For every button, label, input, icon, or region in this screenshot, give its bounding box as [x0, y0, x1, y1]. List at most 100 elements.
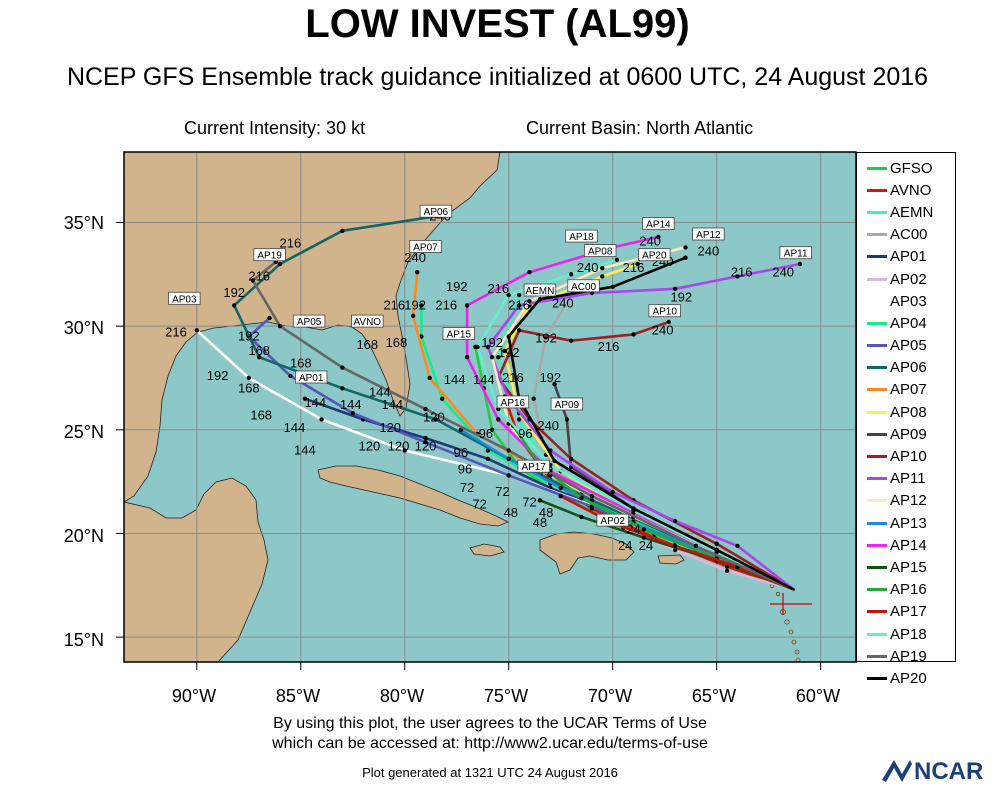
- hour-label: 168: [238, 381, 260, 396]
- lat-label-30: 30°N: [63, 318, 104, 338]
- track-point: [600, 274, 605, 279]
- terms-line-1: By using this plot, the user agrees to t…: [273, 715, 707, 732]
- track-point: [250, 278, 256, 283]
- track-point: [672, 286, 678, 291]
- hour-label: 240: [404, 250, 426, 265]
- track-point: [589, 504, 595, 509]
- track-point: [568, 272, 574, 277]
- member-label-box: [294, 370, 328, 384]
- hour-label: 216: [487, 281, 509, 296]
- track-point: [302, 396, 308, 401]
- member-label-box: [419, 204, 453, 218]
- track-point: [506, 473, 511, 478]
- legend-swatch: [867, 588, 887, 592]
- track-point: [693, 543, 699, 549]
- hour-label: 240: [639, 233, 661, 248]
- legend-swatch: [867, 499, 887, 503]
- hour-label: 168: [290, 356, 312, 371]
- legend-label: AP13: [890, 514, 927, 532]
- member-label-ac00: AC00: [571, 282, 596, 293]
- hour-label: 120: [388, 439, 410, 454]
- track-point: [440, 396, 445, 401]
- hour-label: 192: [223, 285, 245, 300]
- track-point: [433, 417, 439, 422]
- track-ap11: [486, 262, 802, 591]
- hour-label: 216: [502, 370, 524, 385]
- cuba-land: [317, 465, 509, 527]
- track-point: [485, 456, 491, 461]
- track-point: [464, 303, 470, 308]
- hour-label: 144: [473, 372, 495, 387]
- hour-label: 120: [423, 410, 445, 425]
- member-label-box: [638, 248, 671, 262]
- hour-label: 192: [207, 368, 229, 383]
- ncar-logo: NCAR: [882, 758, 983, 784]
- track-point: [537, 297, 543, 302]
- legend-swatch: [867, 477, 887, 481]
- legend-swatch: [867, 455, 887, 459]
- hour-label: 240: [652, 322, 674, 337]
- track-point: [666, 319, 671, 325]
- forecast-hour-labels: 2402162402161922402402402402162162401921…: [165, 208, 794, 553]
- lon-label-80: 80°W: [379, 686, 425, 706]
- track-point: [797, 261, 803, 267]
- terms-of-use: By using this plot, the user agrees to t…: [210, 714, 770, 754]
- legend-item-ap12: AP12: [857, 490, 955, 512]
- member-label-box: [567, 279, 600, 293]
- track-point: [485, 344, 491, 350]
- member-label-ap06: AP06: [424, 207, 449, 218]
- member-label-box: [584, 244, 617, 258]
- legend-label: AP03: [890, 292, 927, 310]
- hour-label: 72: [460, 480, 474, 495]
- hour-label: 216: [508, 298, 530, 313]
- hour-label: 144: [284, 420, 306, 435]
- lon-label-65: 65°W: [691, 686, 737, 706]
- track-point: [724, 568, 730, 573]
- member-label-ap05: AP05: [297, 317, 322, 328]
- ncar-logo-text: NCAR: [914, 758, 983, 784]
- hour-label: 24: [626, 522, 640, 537]
- legend-label: AC00: [890, 226, 928, 244]
- track-point: [641, 535, 647, 540]
- legend-swatch: [867, 521, 887, 525]
- legend-label: AP15: [890, 558, 927, 576]
- legend-item-ap10: AP10: [857, 445, 955, 467]
- hour-label: 72: [522, 495, 536, 510]
- legend-label: GFSO: [890, 159, 933, 177]
- hour-label: 240: [552, 296, 574, 311]
- lat-label-35: 35°N: [63, 213, 104, 233]
- hour-label: 192: [535, 331, 557, 346]
- legend-item-gfso: GFSO: [857, 157, 955, 179]
- legend-swatch: [867, 676, 887, 680]
- member-label-ap18: AP18: [569, 232, 594, 243]
- legend-swatch: [867, 565, 887, 569]
- hour-label: 72: [472, 497, 486, 512]
- legend-swatch: [867, 210, 887, 214]
- legend-swatch: [867, 432, 887, 436]
- legend-item-ap04: AP04: [857, 312, 955, 334]
- track-point: [714, 541, 719, 546]
- member-label-box: [496, 395, 530, 409]
- track-point: [496, 417, 501, 422]
- track-point: [427, 375, 432, 381]
- member-label-ap11: AP11: [784, 249, 808, 260]
- hour-label: 240: [698, 244, 720, 259]
- hour-label: 192: [238, 329, 260, 344]
- track-point: [194, 328, 199, 333]
- track-point: [506, 448, 511, 453]
- track-point: [506, 334, 511, 339]
- current-intensity: Current Intensity: 30 kt: [184, 118, 366, 138]
- legend-item-ap07: AP07: [857, 379, 955, 401]
- legend-label: AP17: [890, 603, 927, 621]
- hour-label: 216: [248, 269, 270, 284]
- hour-label: 216: [280, 235, 302, 250]
- track-point: [610, 284, 615, 289]
- lon-label-85: 85°W: [275, 686, 321, 706]
- legend-item-ap14: AP14: [857, 534, 955, 556]
- legend-item-ap02: AP02: [857, 268, 955, 290]
- member-label-box: [648, 304, 681, 318]
- hour-label: 216: [165, 325, 187, 340]
- legend-item-avno: AVNO: [857, 179, 955, 201]
- track-point: [641, 527, 647, 532]
- member-label-box: [351, 314, 384, 328]
